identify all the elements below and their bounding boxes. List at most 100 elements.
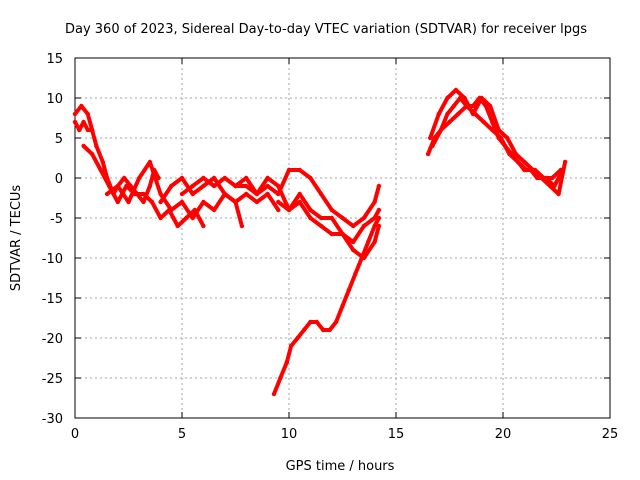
data-point	[72, 111, 78, 117]
data-point	[481, 119, 486, 125]
data-point	[286, 207, 292, 213]
data-point	[333, 319, 339, 325]
data-point	[137, 175, 142, 181]
data-point	[314, 319, 319, 325]
data-point	[233, 183, 238, 189]
data-point	[254, 199, 260, 205]
data-point	[351, 239, 356, 245]
data-point	[496, 127, 501, 133]
data-point	[190, 183, 195, 189]
data-point	[85, 111, 91, 117]
data-point	[265, 191, 270, 197]
data-point	[361, 255, 367, 261]
data-point	[308, 319, 313, 325]
x-tick-label: 5	[178, 427, 186, 442]
data-point	[455, 111, 461, 117]
series-track-5	[158, 176, 281, 212]
data-point	[175, 223, 180, 229]
data-point	[276, 191, 281, 197]
y-tick-label: 5	[55, 132, 63, 147]
data-point	[158, 199, 163, 205]
data-point	[308, 175, 313, 181]
series-track-4	[105, 160, 244, 228]
data-point	[524, 167, 529, 173]
data-point	[505, 135, 510, 141]
data-point	[94, 143, 99, 149]
data-point	[254, 191, 260, 197]
data-point	[376, 223, 382, 229]
plot-frame	[74, 57, 611, 419]
data-point	[141, 199, 146, 205]
gridlines	[75, 58, 610, 418]
data-point	[271, 391, 277, 397]
data-point	[141, 191, 146, 197]
data-point	[329, 215, 334, 221]
data-point	[541, 175, 546, 181]
data-point	[147, 159, 153, 165]
data-point	[447, 119, 452, 125]
data-point	[532, 167, 538, 173]
data-point	[558, 167, 563, 173]
data-point	[376, 215, 382, 221]
data-point	[361, 223, 367, 229]
data-point	[308, 215, 313, 221]
data-point	[436, 111, 441, 117]
data-point	[104, 191, 110, 197]
data-point	[201, 183, 206, 189]
data-point	[286, 167, 292, 173]
data-point	[473, 111, 478, 117]
y-tick-label: -30	[42, 412, 63, 427]
data-point	[201, 223, 206, 229]
data-point	[85, 127, 91, 133]
data-point	[284, 359, 290, 365]
data-point	[77, 127, 82, 133]
data-point	[507, 151, 512, 157]
data-point	[479, 95, 484, 101]
data-point	[147, 183, 153, 189]
data-point	[428, 135, 433, 141]
data-point	[244, 183, 249, 189]
data-point	[126, 199, 131, 205]
data-point	[451, 103, 456, 109]
data-point	[562, 159, 568, 165]
data-point	[556, 191, 561, 197]
y-tick-label: -20	[42, 332, 63, 347]
series-track-8	[272, 216, 381, 396]
data-point	[169, 207, 174, 213]
data-point	[470, 103, 476, 109]
y-tick-label: -10	[42, 252, 63, 267]
data-point	[351, 247, 356, 253]
y-tick-label: 10	[46, 92, 63, 107]
data-point	[351, 223, 356, 229]
data-point	[81, 119, 86, 125]
data-point	[244, 191, 249, 197]
data-point	[233, 199, 238, 205]
data-point	[425, 151, 431, 157]
data-point	[329, 207, 334, 213]
data-point	[100, 159, 106, 165]
data-point	[327, 327, 332, 333]
data-point	[515, 159, 521, 165]
y-tick-label: -25	[42, 372, 63, 387]
x-tick-label: 10	[281, 427, 298, 442]
y-tick-label: -15	[42, 292, 63, 307]
data-point	[550, 175, 555, 181]
data-point	[211, 207, 217, 213]
data-point	[276, 207, 281, 213]
data-point	[81, 143, 86, 149]
y-tick-label: -5	[50, 212, 63, 227]
data-point	[184, 215, 189, 221]
data-point	[158, 215, 163, 221]
data-point	[201, 175, 206, 181]
data-point	[340, 215, 345, 221]
data-point	[318, 191, 324, 197]
data-point	[372, 215, 377, 221]
data-point	[376, 207, 382, 213]
data-point	[490, 127, 495, 133]
data-point	[115, 199, 121, 205]
data-point	[265, 183, 270, 189]
data-point	[98, 167, 103, 173]
data-point	[513, 151, 518, 157]
data-point	[547, 183, 553, 189]
data-point	[244, 175, 249, 181]
